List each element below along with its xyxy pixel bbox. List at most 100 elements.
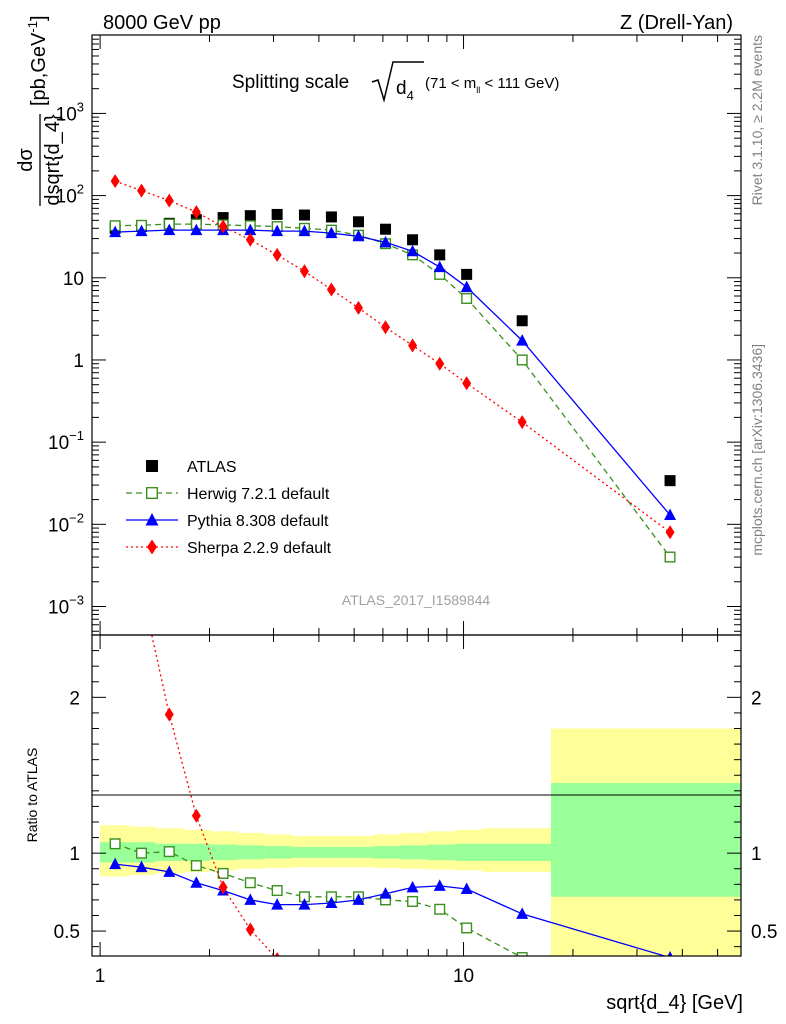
ratio-series-2-point-5 [218, 880, 228, 895]
ratio-series-1-point-10 [379, 887, 392, 899]
main-series-1-line [115, 223, 671, 558]
inner-band-10 [373, 846, 402, 859]
ratio-y-tick-label-right-0: 2 [751, 688, 762, 709]
main-series-0-point-14 [516, 315, 528, 327]
legend-label-2: Pythia 8.308 default [187, 513, 329, 530]
ratio-series-0-point-6 [271, 885, 283, 897]
main-series-3-point-7 [299, 264, 309, 279]
ratio-series-1-point-7 [298, 898, 311, 910]
inner-band-12 [427, 844, 456, 861]
x-tick-label-0: 1 [95, 966, 106, 987]
ylabel-numerator: dσ [15, 148, 37, 172]
ratio-series-2-point-2 [137, 581, 146, 595]
ratio-y-tick-label-left-1: 1 [69, 844, 80, 865]
main-series-0-point-9 [352, 216, 364, 228]
ratio-series-0-point-12 [434, 903, 446, 915]
main-series-3-point-13 [462, 376, 472, 391]
inner-band-8 [318, 846, 347, 858]
ylabel-denominator: dsqrt{d_4} [42, 114, 64, 206]
main-series-0-point-15 [664, 475, 676, 487]
main-series-3-point-3 [191, 205, 201, 220]
main-series-0-point-7 [298, 209, 310, 221]
ratio-series-0-point-4 [217, 867, 229, 879]
ratio-series-1-point-8 [325, 896, 338, 909]
main-series-2-point-2 [163, 223, 176, 236]
legend-label-0: ATLAS [187, 459, 237, 476]
main-series-0-point-13 [461, 268, 473, 280]
main-series-2-point-8 [325, 226, 338, 239]
legend: ATLAS Herwig 7.2.1 default Pythia 8.308 de… [126, 459, 332, 557]
legend-entry-3: Sherpa 2.2.9 default [126, 539, 332, 557]
main-title: Splitting scale [232, 72, 349, 93]
legend-label-1: Herwig 7.2.1 default [187, 486, 330, 503]
main-series-0-point-10 [380, 223, 392, 235]
main-series-0-point-8 [325, 211, 337, 223]
main-series-2-point-10 [379, 235, 392, 248]
rivet-version-label: Rivet 3.1.10, ≥ 2.2M events [749, 35, 765, 205]
main-series-2-point-0 [109, 225, 122, 238]
main-series-2-point-13 [460, 280, 473, 293]
main-series-1-point-14 [516, 354, 528, 366]
main-series-3-point-12 [435, 356, 445, 371]
main-series-2-point-6 [271, 224, 284, 237]
ratio-series-0-point-3 [190, 860, 202, 872]
x-axis-label: sqrt{d_4} [GeV] [606, 992, 743, 1014]
inner-band-0 [100, 842, 130, 863]
ratio-series-2-point-6 [245, 922, 255, 937]
title-cut: (71 < mll < 111 GeV) [425, 75, 559, 95]
inner-band-15 [550, 783, 741, 897]
inner-band-7 [291, 846, 320, 858]
inner-band-9 [346, 846, 374, 858]
legend-marker-0 [146, 460, 158, 472]
inner-band-14 [482, 843, 552, 861]
main-series-2-point-3 [190, 223, 203, 236]
main-series-2-point-15 [664, 508, 677, 520]
main-y-tick-label-4: 10−1 [48, 428, 84, 454]
main-series-0-point-6 [271, 208, 283, 220]
main-series-0-point-5 [244, 210, 256, 222]
ratio-series-1-point-9 [352, 893, 365, 905]
main-y-tick-label-5: 10−2 [48, 510, 84, 536]
main-series-2-point-5 [244, 223, 257, 236]
ratio-series-1-point-11 [406, 880, 419, 893]
mcplots-label: mcplots.cern.ch [arXiv:1306.3436] [749, 344, 765, 556]
header-left: 8000 GeV pp [103, 12, 221, 34]
main-series-3-point-2 [164, 193, 174, 208]
title-root-var: d4 [396, 78, 414, 103]
ratio-series-0-point-1 [136, 847, 148, 859]
main-y-tick-label-2: 10 [63, 269, 84, 290]
main-series-2-point-11 [406, 244, 419, 257]
legend-entry-2: Pythia 8.308 default [126, 513, 329, 530]
ratio-series-1-point-3 [190, 876, 203, 888]
main-series-3-line [114, 180, 671, 533]
ratio-y-tick-label-left-2: 0.5 [54, 922, 80, 943]
ratio-series-1-point-1 [135, 860, 148, 873]
main-ylabel: dσ dsqrt{d_4} [pb,GeV-1] [15, 15, 64, 206]
main-series-3-point-14 [517, 415, 527, 430]
inner-band-6 [264, 846, 292, 859]
main-series-2-line [115, 229, 671, 516]
ratio-series-2-point-4 [191, 808, 201, 823]
main-y-tick-label-6: 10−3 [48, 593, 84, 619]
inner-band-5 [236, 845, 265, 860]
main-series-2-point-9 [352, 229, 365, 242]
inner-band-4 [209, 844, 238, 861]
ratio-series-0-point-11 [407, 895, 419, 907]
main-series-3-point-1 [137, 183, 147, 198]
ylabel-units: [pb,GeV-1] [25, 15, 50, 106]
ratio-series-1-line [115, 863, 667, 956]
inner-band-13 [454, 843, 483, 861]
legend-entry-1: Herwig 7.2.1 default [126, 486, 330, 503]
ratio-panel-frame [91, 634, 742, 957]
ratio-series-2-point-3 [164, 707, 174, 722]
ratio-series-1-point-0 [109, 857, 122, 870]
main-series-3-point-15 [665, 525, 675, 540]
ratio-series [109, 581, 673, 956]
main-series-3-point-0 [110, 174, 120, 189]
main-series-0-point-4 [217, 212, 229, 224]
ratio-y-tick-label-left-0: 2 [69, 688, 80, 709]
main-series-0-point-11 [407, 234, 419, 246]
main-series-2-point-1 [135, 224, 148, 237]
